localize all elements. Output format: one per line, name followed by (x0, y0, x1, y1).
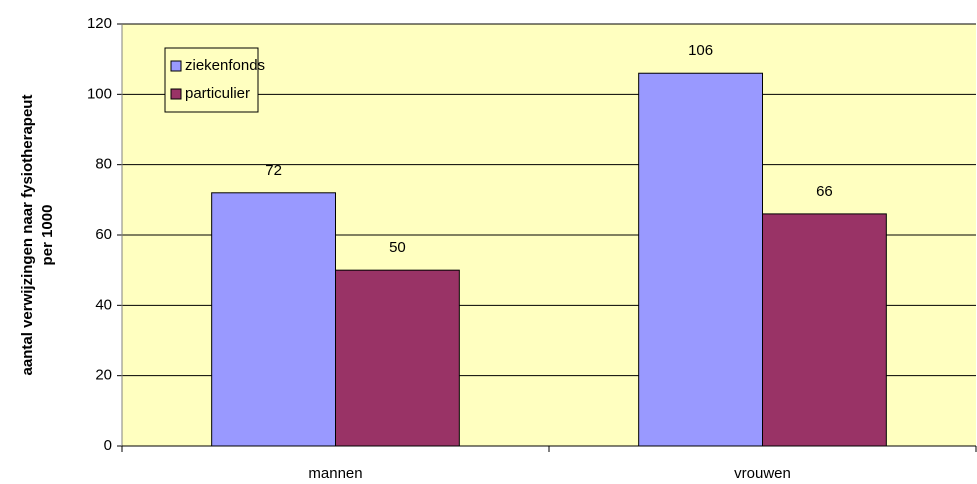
y-label-line: aantal verwijzingen naar fysiotherapeut (19, 95, 36, 376)
data-label: 106 (688, 42, 713, 59)
legend-swatch (170, 88, 182, 100)
bar (211, 192, 336, 447)
y-tick-label: 60 (95, 226, 112, 243)
data-label: 50 (389, 239, 406, 256)
y-label-line: per 1000 (39, 205, 56, 266)
x-tick-label: vrouwen (734, 465, 791, 482)
legend-box (164, 47, 259, 113)
bar (335, 269, 460, 447)
x-tick-label: mannen (308, 465, 362, 482)
data-label: 66 (816, 183, 833, 200)
legend-swatch (170, 60, 182, 72)
y-tick-label: 20 (95, 367, 112, 384)
y-tick-label: 0 (104, 437, 112, 454)
y-tick-label: 120 (87, 15, 112, 32)
bar (638, 72, 763, 447)
y-tick-label: 40 (95, 296, 112, 313)
data-label: 72 (265, 162, 282, 179)
legend-label: ziekenfonds (185, 57, 265, 74)
y-tick-label: 80 (95, 156, 112, 173)
y-axis-label: aantal verwijzingen naar fysiotherapeut p… (19, 95, 56, 376)
legend-label: particulier (185, 85, 250, 102)
y-tick-label: 100 (87, 85, 112, 102)
bar (762, 213, 887, 447)
